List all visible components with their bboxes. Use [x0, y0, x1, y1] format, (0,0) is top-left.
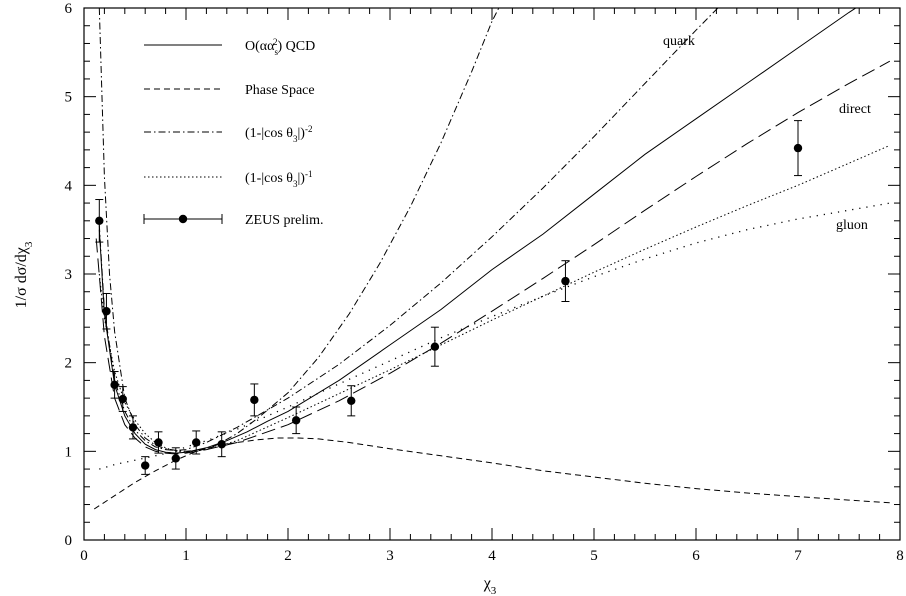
x-tick-label: 3: [386, 548, 394, 564]
data-point: [561, 276, 570, 286]
legend: O(ααs2) QCD Phase Space (1-|cos θ3|)-2 (…: [143, 37, 324, 228]
data-point: [128, 423, 138, 432]
data-point: [250, 395, 259, 405]
data-point: [192, 438, 201, 447]
data-point: [102, 307, 111, 316]
series-line-quark: [98, 8, 719, 451]
plot-frame: [83, 7, 901, 541]
data-point: [430, 342, 440, 351]
legend-label-cos-minus1: (1-|cos θ3|)-1: [245, 169, 312, 189]
legend-label-phase-space: Phase Space: [245, 83, 315, 98]
data-point: [217, 440, 226, 449]
data-point: [110, 380, 119, 390]
data-point: [118, 394, 127, 404]
x-tick-label: 7: [794, 548, 802, 564]
y-tick-label: 1: [65, 444, 73, 460]
series-line-phase-space: [93, 437, 890, 510]
x-tick-label: 8: [896, 548, 904, 564]
legend-swatch-zeus: [143, 214, 223, 224]
x-tick-label: 5: [590, 548, 598, 564]
y-tick-label: 3: [65, 267, 73, 283]
data-point: [154, 438, 163, 447]
data-point: [793, 143, 803, 153]
data-point: [95, 216, 104, 225]
series-line-direct: [95, 60, 891, 455]
x-tick-label: 1: [182, 548, 190, 564]
data-point: [347, 396, 356, 405]
data-point: [291, 416, 301, 425]
data-point: [141, 461, 150, 470]
annotation-quark: quark: [663, 34, 695, 49]
y-axis-title: 1/σ dσ/dχ3: [13, 241, 35, 308]
curve-layer: [93, 8, 891, 510]
y-tick-label: 4: [65, 178, 73, 194]
y-tick-label: 6: [65, 1, 73, 17]
x-tick-label: 2: [284, 548, 292, 564]
x-axis-title: χ3: [483, 575, 497, 596]
annotation-direct: direct: [839, 102, 871, 117]
tick-layer: 0 1 2 3 4 5 6 7 8 0 1 2 3 4 5 6: [65, 1, 904, 564]
y-tick-label: 5: [65, 90, 73, 106]
x-tick-label: 6: [692, 548, 700, 564]
data-point: [171, 454, 180, 463]
x-tick-label: 0: [80, 548, 88, 564]
y-tick-label: 2: [65, 356, 73, 372]
x-tick-label: 4: [488, 548, 496, 564]
series-line-o-s-qcd: [98, 8, 857, 454]
series-line--1-cos-3-1: [98, 144, 890, 453]
annotation-gluon: gluon: [836, 218, 868, 233]
legend-label-cos-minus2: (1-|cos θ3|)-2: [245, 124, 312, 144]
legend-label-qcd: O(ααs2) QCD: [245, 37, 315, 57]
legend-label-zeus: ZEUS prelim.: [245, 213, 324, 228]
points-layer: [95, 120, 803, 475]
series-line-gluon: [99, 202, 890, 470]
y-tick-label: 0: [65, 533, 73, 549]
